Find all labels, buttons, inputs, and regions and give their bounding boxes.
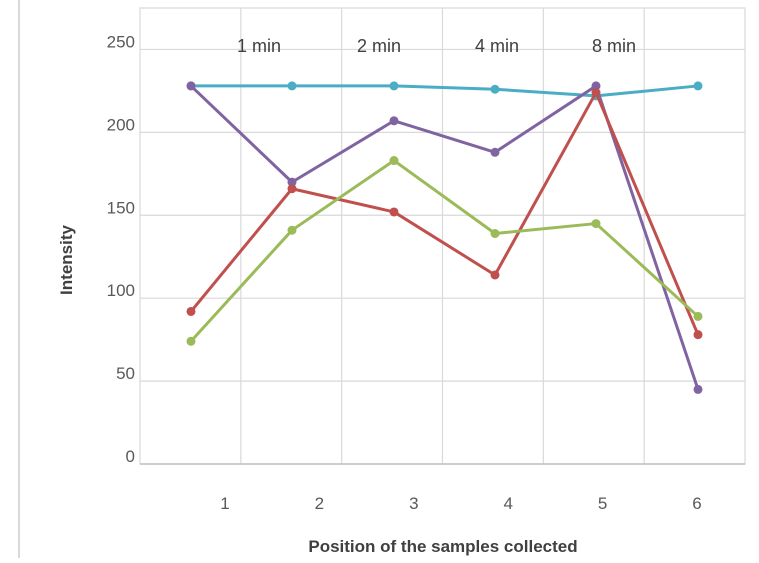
- y-tick-label: 100: [107, 281, 135, 300]
- data-point: [186, 336, 196, 346]
- page-left-rule: [18, 0, 20, 558]
- data-point: [693, 384, 703, 394]
- series-layer: [186, 81, 703, 394]
- series-line: [189, 91, 700, 337]
- data-point: [490, 270, 500, 280]
- data-point: [389, 207, 399, 217]
- data-point: [490, 147, 500, 157]
- x-tick-label: 4: [503, 494, 512, 513]
- data-point: [287, 225, 297, 235]
- x-axis-title: Position of the samples collected: [308, 537, 577, 556]
- x-tick-label: 3: [409, 494, 418, 513]
- data-point: [389, 81, 399, 91]
- x-tick-label: 5: [598, 494, 607, 513]
- data-point: [490, 84, 500, 94]
- y-tick-label: 250: [107, 32, 135, 51]
- data-point: [186, 81, 196, 91]
- time-annotation: 8 min: [592, 36, 636, 56]
- series-line: [189, 159, 700, 343]
- y-axis-title: Intensity: [57, 225, 76, 295]
- data-point: [389, 156, 399, 166]
- time-annotation: 4 min: [475, 36, 519, 56]
- x-tick-label: 2: [315, 494, 324, 513]
- data-point: [287, 81, 297, 91]
- series-line: [189, 84, 700, 391]
- annotation-layer: 1 min 2 min 4 min 8 min: [237, 36, 636, 56]
- y-tick-label: 150: [107, 198, 135, 217]
- x-tick-label: 6: [692, 494, 701, 513]
- data-point: [591, 81, 601, 91]
- y-tick-label: 50: [116, 364, 135, 383]
- data-point: [490, 229, 500, 239]
- axis-layer: 0 50 100 150 200 250 1 2 3 4 5 6: [107, 32, 745, 513]
- label-layer: Position of the samples collected Intensi…: [57, 225, 578, 556]
- data-point: [389, 116, 399, 126]
- time-annotation: 2 min: [357, 36, 401, 56]
- data-point: [287, 184, 297, 194]
- grid-layer: [139, 7, 746, 465]
- time-annotation: 1 min: [237, 36, 281, 56]
- data-point: [591, 88, 601, 98]
- data-point: [693, 311, 703, 321]
- data-point: [693, 81, 703, 91]
- data-point: [186, 306, 196, 316]
- x-tick-label: 1: [220, 494, 229, 513]
- data-point: [591, 219, 601, 229]
- data-point: [287, 177, 297, 187]
- y-tick-label: 0: [126, 447, 135, 466]
- y-tick-label: 200: [107, 115, 135, 134]
- data-point: [693, 330, 703, 340]
- series-line: [189, 84, 700, 98]
